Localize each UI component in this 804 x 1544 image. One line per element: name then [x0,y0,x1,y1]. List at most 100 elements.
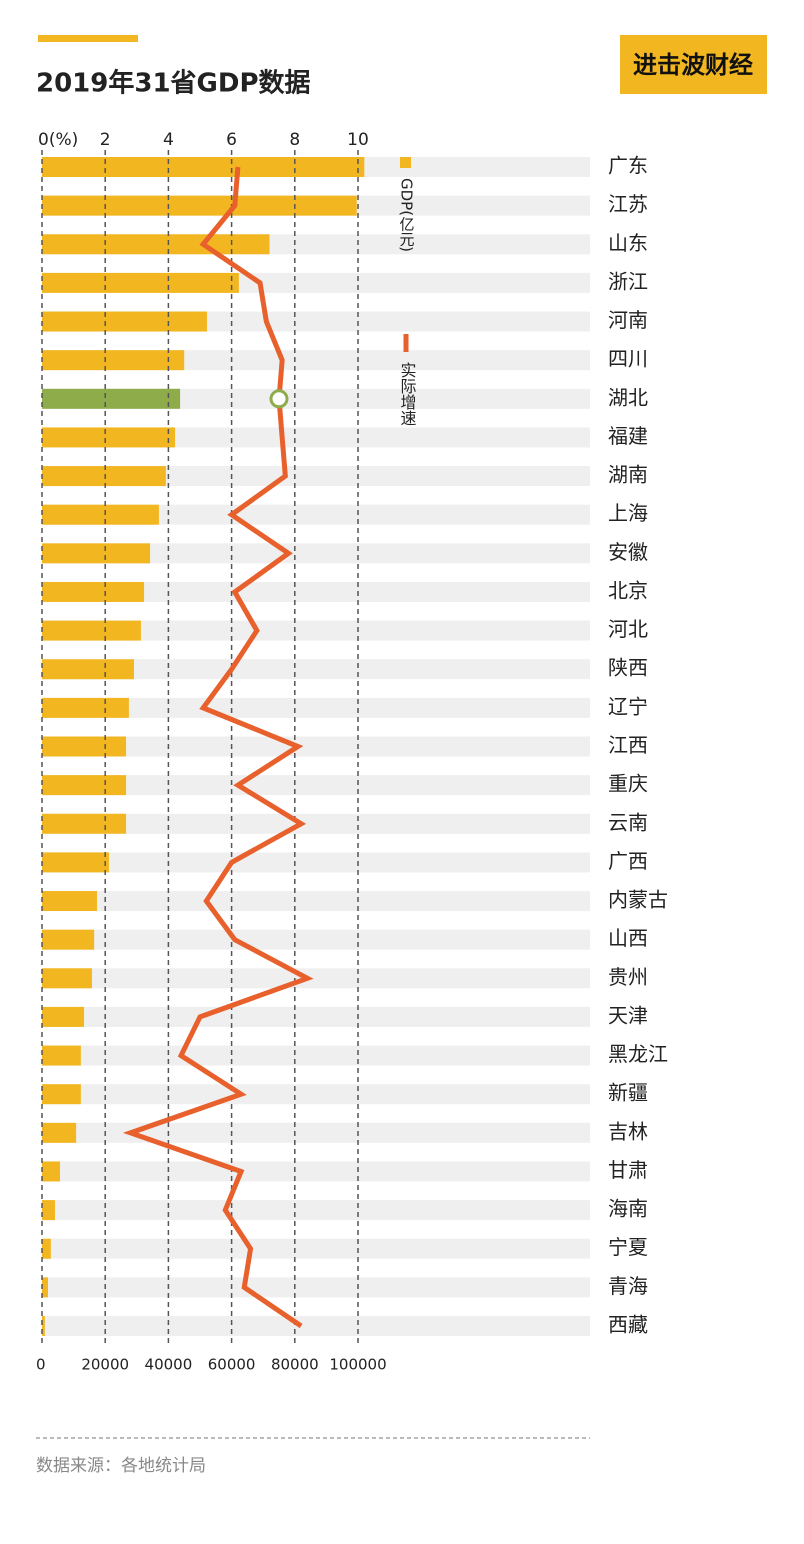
row-background [42,581,590,602]
category-label: 海南 [608,1197,648,1221]
x2-tick-label: 0(%) [38,130,78,150]
x-tick-label: 0 [36,1356,46,1374]
category-label: 上海 [608,501,648,525]
logo-box [620,35,767,94]
x2-tick-label: 4 [163,130,174,150]
bar [42,543,151,564]
bar [42,311,207,332]
x-tick-label: 20000 [81,1356,129,1374]
row-background [42,736,590,757]
logo: 进击波财经 [633,51,753,79]
bar [42,659,134,680]
row-background [42,929,590,950]
bar [42,427,176,448]
x-tick-label: 60000 [208,1356,256,1374]
legend-label: 实际增速 [398,362,417,426]
bar [42,736,127,757]
category-label: 新疆 [608,1081,648,1105]
source: 数据来源：各地统计局 [36,1456,206,1476]
category-label: 黑龙江 [608,1042,668,1066]
x2-tick-label: 8 [289,130,300,150]
category-label: 内蒙古 [608,888,668,912]
bar [42,1161,61,1182]
bar [42,929,95,950]
category-label: 山西 [608,926,648,950]
category-label: 山东 [608,231,648,255]
category-label: 辽宁 [608,694,648,718]
bar [42,620,141,641]
category-label: 浙江 [608,269,648,293]
bar [42,775,127,796]
bar [42,1006,85,1027]
x-tick-label: 40000 [145,1356,193,1374]
row-background [42,1161,590,1182]
x2-tick-label: 10 [347,130,369,150]
bar [42,852,109,873]
category-label: 湖北 [608,385,648,409]
category-label: 天津 [608,1003,648,1027]
bar [42,697,129,718]
row-background [42,427,590,448]
bar [42,813,127,834]
category-label: 江苏 [608,192,648,216]
bar [42,272,239,293]
bar [42,157,365,177]
row-background [42,968,590,989]
category-label: 甘肃 [608,1158,648,1182]
row-background [42,891,590,912]
bar [42,195,357,216]
row-background [42,1045,590,1066]
bar [42,466,166,487]
row-background [42,1006,590,1027]
row-background [42,852,590,873]
row-background [42,659,590,680]
row-background [42,1277,590,1298]
bar [42,1277,49,1298]
category-label: 西藏 [608,1313,648,1337]
row-background [42,620,590,641]
x2-tick-label: 6 [226,130,237,150]
bar [42,1238,51,1259]
row-background [42,1316,590,1336]
highlight-marker [269,389,289,409]
bar [42,504,159,525]
bar [42,1316,45,1336]
bar [42,1084,81,1105]
category-label: 吉林 [608,1119,648,1143]
category-label: 贵州 [608,965,648,989]
bar [42,350,185,371]
x-tick-label: 100000 [329,1356,386,1374]
chart-title: 2019年31省GDP数据 [36,68,311,99]
row-background [42,697,590,718]
category-label: 广西 [608,849,648,873]
growth-line [122,166,314,1329]
bar [42,388,181,409]
title-accent [38,35,138,42]
category-label: 安徽 [608,540,648,564]
bar [42,1045,81,1066]
legend-swatch [400,157,411,168]
category-label: 云南 [608,810,648,834]
category-label: 四川 [608,347,648,371]
x-tick-label: 80000 [271,1356,319,1374]
category-label: 湖南 [608,463,648,487]
category-label: 江西 [608,733,648,757]
category-label: 福建 [608,424,648,448]
category-label: 北京 [608,578,648,602]
category-label: 陕西 [608,656,648,680]
row-background [42,1122,590,1143]
category-label: 河南 [608,308,648,332]
bar [42,1200,55,1221]
row-background [42,466,590,487]
category-label: 河北 [608,617,648,641]
row-background [42,1084,590,1105]
bar [42,1122,77,1143]
row-background [42,543,590,564]
row-background [42,813,590,834]
bar [42,891,97,912]
category-label: 青海 [608,1274,648,1298]
bar [42,581,145,602]
legend-label: GDP(亿元) [398,178,416,252]
row-background [42,1200,590,1221]
row-background [42,775,590,796]
